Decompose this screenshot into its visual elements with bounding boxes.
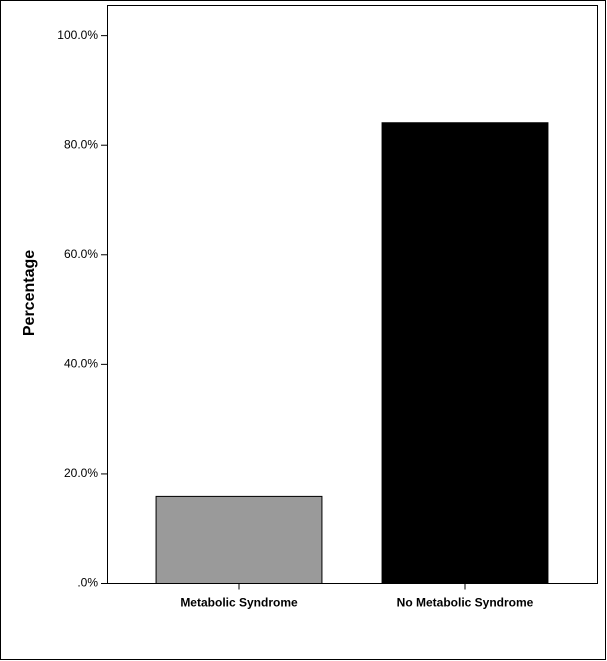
- y-axis-label: Percentage: [21, 250, 38, 336]
- y-tick-label: 80.0%: [64, 137, 98, 151]
- y-tick-label: 20.0%: [64, 466, 98, 480]
- x-tick-label: No Metabolic Syndrome: [397, 596, 534, 610]
- y-tick-label: 100.0%: [57, 28, 98, 42]
- y-tick-label: 40.0%: [64, 357, 98, 371]
- bar: [381, 122, 549, 585]
- x-tick-label: Metabolic Syndrome: [180, 596, 298, 610]
- y-tick-label: 60.0%: [64, 247, 98, 261]
- plot-frame: [107, 5, 598, 584]
- bar: [155, 495, 323, 584]
- y-tick-label: .0%: [77, 576, 98, 590]
